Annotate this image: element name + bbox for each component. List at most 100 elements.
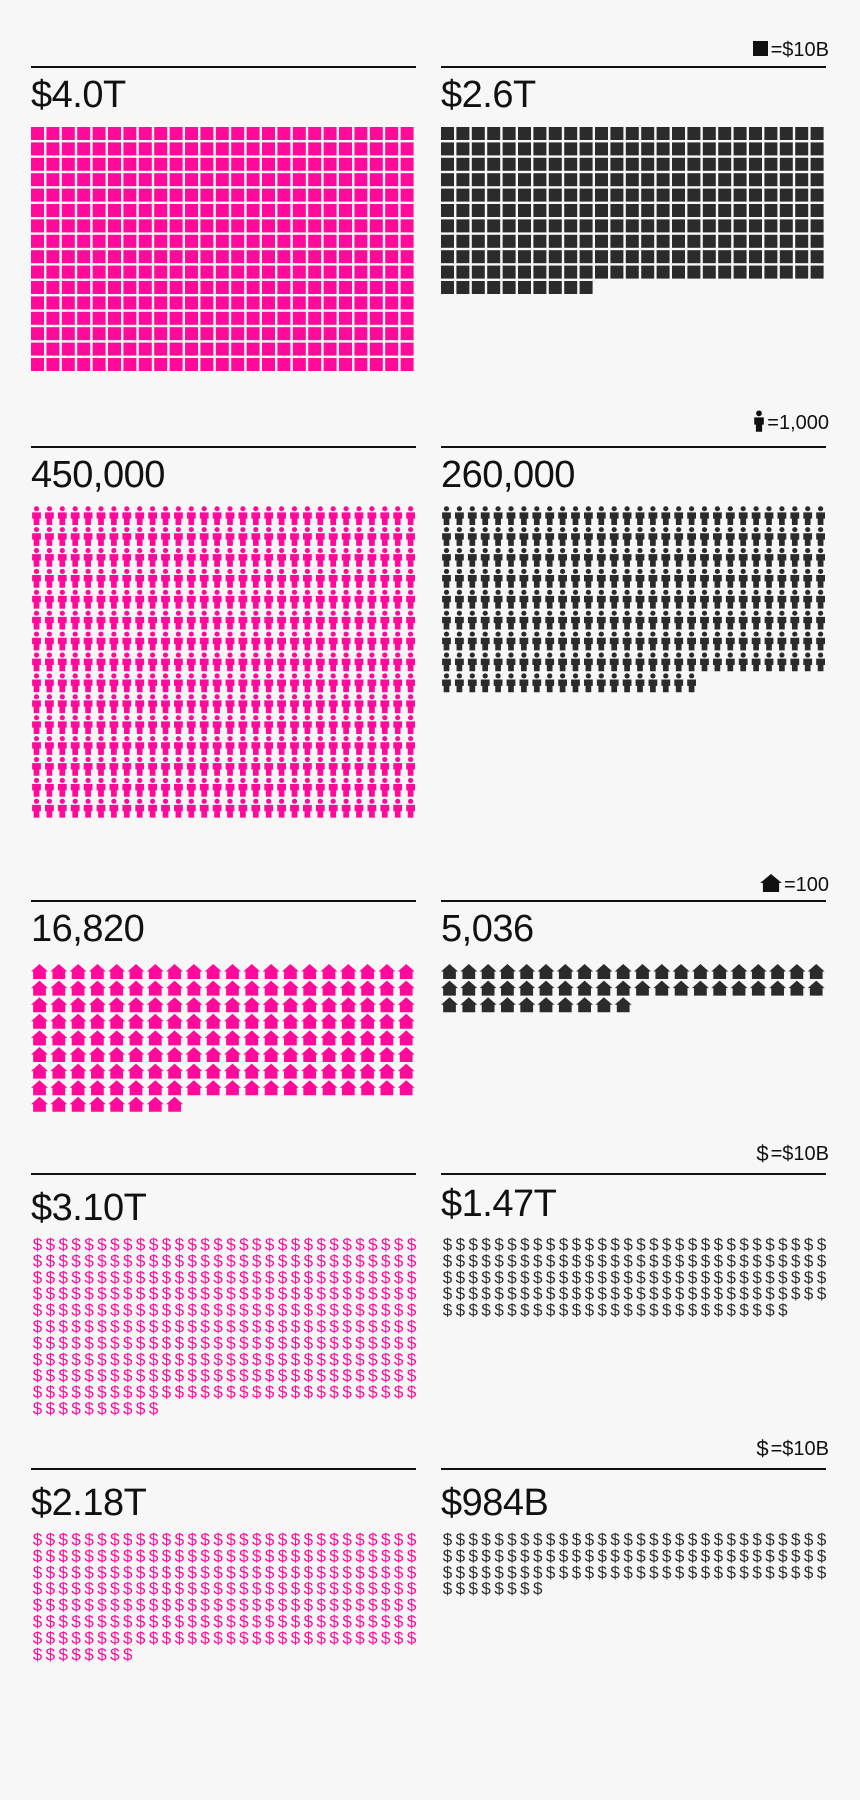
- square-icon: [369, 157, 383, 171]
- dollar-icon: $: [265, 1251, 275, 1270]
- dollar-icon: $: [97, 1268, 107, 1287]
- square-icon: [656, 188, 670, 202]
- square-icon: [400, 234, 414, 248]
- person-icon: [109, 631, 119, 651]
- person-icon: [303, 527, 312, 546]
- house-icon: [166, 980, 184, 996]
- house-icon: [691, 980, 709, 996]
- person-icon: [700, 589, 709, 609]
- person-icon: [584, 673, 593, 693]
- square-icon: [502, 173, 516, 187]
- divider: [441, 1173, 826, 1175]
- dollar-icon: $: [598, 1235, 608, 1254]
- square-icon: [456, 173, 470, 187]
- square-icon: [154, 234, 168, 248]
- dollar-icon: $: [394, 1333, 404, 1352]
- dollar-icon: $: [226, 1235, 236, 1254]
- square-icon: [46, 358, 60, 371]
- square-icon: [518, 250, 531, 264]
- dollar-icon: $: [533, 1284, 543, 1303]
- square-icon: [61, 296, 75, 310]
- dollar-icon: $: [727, 1284, 737, 1303]
- person-icon: [186, 715, 196, 734]
- person-icon: [380, 673, 390, 693]
- house-icon: [108, 964, 126, 979]
- square-icon: [400, 281, 414, 294]
- house-icon: [50, 1047, 68, 1062]
- house-icon: [397, 1047, 415, 1062]
- person-icon: [790, 568, 800, 588]
- dollar-icon: $: [33, 1333, 43, 1352]
- square-icon: [487, 281, 501, 294]
- person-icon: [225, 527, 235, 546]
- person-icon: [609, 527, 619, 546]
- square-icon: [323, 327, 337, 341]
- house-icon: [108, 1096, 126, 1112]
- square-icon: [92, 173, 106, 187]
- dollar-icon: $: [559, 1235, 569, 1254]
- dollar-icon: $: [175, 1268, 185, 1287]
- dollar-icon: $: [123, 1301, 133, 1320]
- person-icon: [135, 736, 145, 755]
- square-icon: [138, 234, 152, 248]
- person-icon: [687, 527, 696, 546]
- dollar-icon: $: [188, 1546, 198, 1565]
- house-icon: [146, 964, 164, 979]
- dollar-icon: $: [226, 1546, 236, 1565]
- dollar-icon: $: [381, 1596, 391, 1615]
- dollar-icon: $: [469, 1563, 479, 1582]
- square-icon: [231, 127, 245, 140]
- person-icon: [609, 652, 619, 672]
- dollar-icon: $: [701, 1563, 711, 1582]
- house-icon: [88, 1030, 106, 1046]
- dollar-icon: $: [533, 1251, 543, 1270]
- dollar-icon: $: [136, 1596, 146, 1615]
- dollar-icon: $: [110, 1317, 120, 1336]
- house-icon: [243, 980, 261, 996]
- dollar-icon: $: [213, 1235, 223, 1254]
- square-icon: [138, 342, 152, 356]
- square-icon: [441, 265, 454, 279]
- person-icon: [135, 527, 145, 546]
- square-icon: [108, 157, 121, 171]
- person-icon: [109, 506, 119, 525]
- dollar-icon: $: [162, 1268, 172, 1287]
- square-icon: [231, 157, 245, 171]
- person-icon: [135, 673, 145, 693]
- dollar-icon: $: [110, 1530, 120, 1549]
- person-icon: [264, 736, 274, 755]
- person-icon: [45, 506, 54, 525]
- dollar-icon: $: [636, 1563, 646, 1582]
- square-icon: [595, 173, 608, 187]
- dollar-icon: $: [239, 1350, 249, 1369]
- person-icon: [393, 568, 403, 588]
- legend-label: =$10B: [770, 1143, 829, 1165]
- square-icon: [169, 173, 183, 187]
- dollar-icon: $: [636, 1546, 646, 1565]
- person-icon: [738, 506, 748, 525]
- house-icon: [614, 964, 632, 979]
- person-icon: [122, 548, 132, 567]
- person-icon: [251, 736, 261, 755]
- house-icon: [301, 980, 319, 996]
- person-icon: [32, 589, 41, 609]
- person-icon: [174, 673, 183, 693]
- person-icon: [238, 527, 248, 546]
- house-icon: [31, 1030, 48, 1046]
- square-icon: [533, 250, 547, 264]
- dollar-icon: $: [407, 1333, 417, 1352]
- house-icon: [146, 997, 164, 1013]
- dollar-icon: $: [675, 1530, 685, 1549]
- person-icon: [406, 506, 415, 525]
- person-icon: [290, 757, 299, 776]
- dollar-icon: $: [239, 1563, 249, 1582]
- square-icon: [77, 204, 91, 217]
- house-icon: [595, 964, 613, 979]
- person-icon: [687, 631, 696, 651]
- square-icon: [354, 281, 368, 294]
- square-icon: [92, 296, 106, 310]
- dollar-icon: $: [226, 1530, 236, 1549]
- square-icon: [323, 358, 337, 371]
- person-icon: [354, 673, 364, 693]
- person-icon: [290, 736, 299, 755]
